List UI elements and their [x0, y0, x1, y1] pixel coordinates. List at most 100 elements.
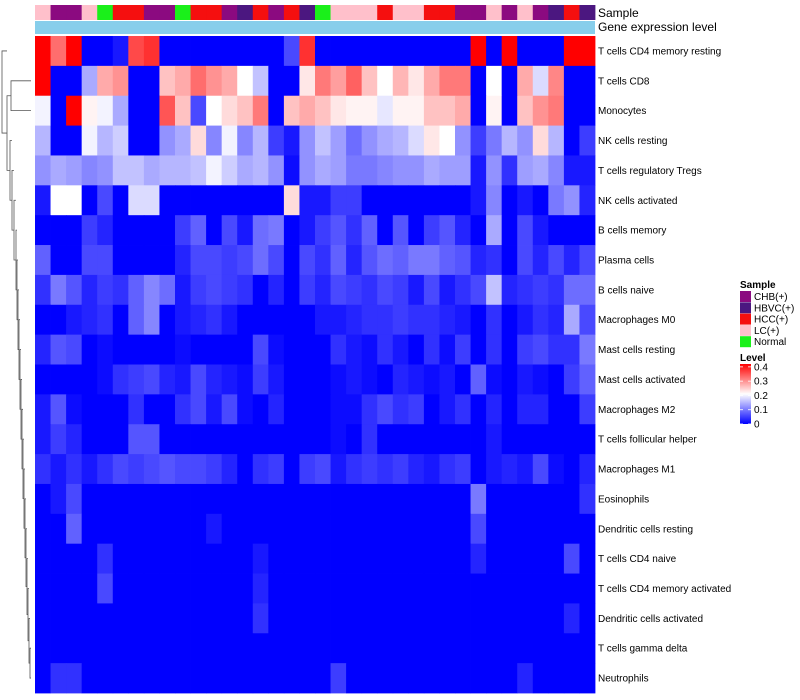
heatmap-cell: [486, 513, 503, 545]
heatmap-cell: [299, 65, 316, 97]
heatmap-cell: [548, 125, 565, 156]
heatmap-cell: [268, 543, 285, 574]
heatmap-cell: [486, 304, 503, 336]
heatmap-cell: [128, 65, 145, 97]
heatmap-cell: [299, 424, 316, 455]
heatmap-cell: [315, 215, 331, 246]
heatmap-cell: [143, 274, 160, 306]
heatmap-cell: [35, 513, 51, 545]
heatmap-cell: [35, 603, 51, 634]
heatmap-cell: [35, 274, 51, 306]
heatmap-cell: [501, 633, 518, 664]
sample-annotation-cell: [252, 5, 269, 20]
heatmap-cell: [408, 36, 425, 67]
heatmap-cell: [439, 513, 456, 545]
heatmap-cell: [563, 245, 580, 276]
heatmap-cell: [190, 543, 207, 574]
heatmap-cell: [315, 483, 331, 515]
heatmap-cell: [35, 334, 51, 365]
heatmap-cell: [330, 95, 347, 126]
sample-annotation-label: Sample: [598, 6, 639, 20]
heatmap-cell: [268, 95, 285, 126]
heatmap-cell: [283, 394, 300, 425]
heatmap-cell: [190, 573, 207, 604]
heatmap-cell: [470, 245, 487, 276]
heatmap-cell: [159, 663, 176, 694]
heatmap-cell: [315, 334, 331, 365]
heatmap-cell: [159, 215, 176, 246]
heatmap-cell: [221, 424, 238, 455]
heatmap-cell: [346, 125, 363, 156]
heatmap-cell: [486, 483, 503, 515]
heatmap-cell: [206, 454, 223, 485]
heatmap-cell: [221, 394, 238, 425]
heatmap-cell: [361, 513, 378, 545]
heatmap-cell: [470, 364, 487, 395]
heatmap-cell: [299, 483, 316, 515]
heatmap-cell: [361, 155, 378, 186]
heatmap-cell: [221, 543, 238, 574]
heatmap-cell: [66, 663, 83, 694]
heatmap-cell: [206, 36, 223, 67]
heatmap-cell: [330, 364, 347, 395]
heatmap-cell: [392, 95, 409, 126]
heatmap-cell: [175, 454, 191, 485]
heatmap-cell: [548, 543, 565, 574]
sample-annotation-cell: [486, 5, 503, 20]
heatmap-cell: [35, 543, 51, 574]
heatmap-cell: [206, 394, 223, 425]
heatmap-cell: [221, 125, 238, 156]
heatmap-cell: [97, 513, 114, 545]
heatmap-cell: [206, 364, 223, 395]
row-label: T cells gamma delta: [598, 644, 688, 655]
heatmap-cell: [377, 125, 394, 156]
heatmap-cell: [112, 245, 129, 276]
row-label: Plasma cells: [598, 255, 654, 266]
heatmap-cell: [486, 663, 503, 694]
heatmap-cell: [112, 185, 129, 216]
heatmap-cell: [221, 36, 238, 67]
heatmap-cell: [66, 483, 83, 515]
heatmap-cell: [501, 454, 518, 485]
row-label: T cells CD8: [598, 76, 650, 87]
row-label: Dendritic cells activated: [598, 614, 703, 625]
heatmap-cell: [81, 513, 98, 545]
heatmap-cell: [392, 424, 409, 455]
heatmap-cell: [408, 633, 425, 664]
row-label: T cells CD4 memory activated: [598, 584, 731, 595]
heatmap-cell: [175, 573, 191, 604]
heatmap-cell: [470, 65, 487, 97]
heatmap-cell: [315, 245, 331, 276]
heatmap-cell: [252, 633, 269, 664]
heatmap-cell: [237, 95, 254, 126]
heatmap-cell: [315, 513, 331, 545]
heatmap-cell: [439, 663, 456, 694]
sample-annotation-cell: [315, 5, 331, 20]
heatmap-cell: [470, 424, 487, 455]
heatmap-cell: [392, 334, 409, 365]
heatmap-cell: [501, 334, 518, 365]
heatmap-cell: [408, 274, 425, 306]
sample-annotation-cell: [175, 5, 191, 20]
heatmap-cell: [517, 65, 534, 97]
heatmap-cell: [579, 663, 596, 694]
heatmap-cell: [206, 95, 223, 126]
heatmap-cell: [66, 603, 83, 634]
heatmap-cell: [330, 633, 347, 664]
heatmap-cell: [112, 483, 129, 515]
heatmap-cell: [35, 185, 51, 216]
heatmap-cell: [579, 573, 596, 604]
heatmap-cell: [299, 274, 316, 306]
heatmap-cell: [97, 334, 114, 365]
heatmap-cell: [206, 663, 223, 694]
heatmap-cell: [548, 274, 565, 306]
heatmap-cell: [361, 454, 378, 485]
heatmap-cell: [470, 603, 487, 634]
heatmap-cell: [128, 513, 145, 545]
heatmap-cell: [143, 424, 160, 455]
heatmap-cell: [423, 364, 440, 395]
heatmap-cell: [423, 185, 440, 216]
heatmap-cell: [579, 95, 596, 126]
heatmap-cell: [486, 245, 503, 276]
heatmap-cell: [423, 304, 440, 336]
